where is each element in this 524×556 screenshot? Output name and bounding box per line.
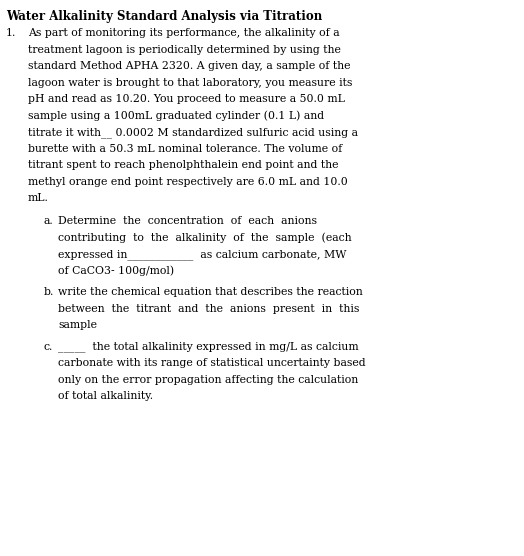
Text: of total alkalinity.: of total alkalinity. — [58, 391, 153, 401]
Text: burette with a 50.3 mL nominal tolerance. The volume of: burette with a 50.3 mL nominal tolerance… — [28, 143, 342, 153]
Text: write the chemical equation that describes the reaction: write the chemical equation that describ… — [58, 287, 363, 297]
Text: mL.: mL. — [28, 193, 49, 203]
Text: methyl orange end point respectively are 6.0 mL and 10.0: methyl orange end point respectively are… — [28, 177, 348, 187]
Text: sample using a 100mL graduated cylinder (0.1 L) and: sample using a 100mL graduated cylinder … — [28, 111, 324, 121]
Text: only on the error propagation affecting the calculation: only on the error propagation affecting … — [58, 375, 358, 385]
Text: of CaCO3- 100g/mol): of CaCO3- 100g/mol) — [58, 266, 174, 276]
Text: treatment lagoon is periodically determined by using the: treatment lagoon is periodically determi… — [28, 44, 341, 54]
Text: lagoon water is brought to that laboratory, you measure its: lagoon water is brought to that laborato… — [28, 78, 352, 88]
Text: expressed in____________  as calcium carbonate, MW: expressed in____________ as calcium carb… — [58, 249, 346, 260]
Text: c.: c. — [44, 341, 53, 351]
Text: titrate it with__ 0.0002 M standardized sulfuric acid using a: titrate it with__ 0.0002 M standardized … — [28, 127, 358, 138]
Text: between  the  titrant  and  the  anions  present  in  this: between the titrant and the anions prese… — [58, 304, 359, 314]
Text: As part of monitoring its performance, the alkalinity of a: As part of monitoring its performance, t… — [28, 28, 340, 38]
Text: contributing  to  the  alkalinity  of  the  sample  (each: contributing to the alkalinity of the sa… — [58, 233, 352, 244]
Text: 1.: 1. — [6, 28, 16, 38]
Text: Determine  the  concentration  of  each  anions: Determine the concentration of each anio… — [58, 216, 317, 226]
Text: _____  the total alkalinity expressed in mg/L as calcium: _____ the total alkalinity expressed in … — [58, 341, 358, 353]
Text: b.: b. — [44, 287, 54, 297]
Text: titrant spent to reach phenolphthalein end point and the: titrant spent to reach phenolphthalein e… — [28, 160, 339, 170]
Text: pH and read as 10.20. You proceed to measure a 50.0 mL: pH and read as 10.20. You proceed to mea… — [28, 94, 345, 104]
Text: a.: a. — [44, 216, 54, 226]
Text: Water Alkalinity Standard Analysis via Titration: Water Alkalinity Standard Analysis via T… — [6, 10, 322, 23]
Text: sample: sample — [58, 320, 97, 330]
Text: carbonate with its range of statistical uncertainty based: carbonate with its range of statistical … — [58, 358, 366, 368]
Text: standard Method APHA 2320. A given day, a sample of the: standard Method APHA 2320. A given day, … — [28, 61, 351, 71]
